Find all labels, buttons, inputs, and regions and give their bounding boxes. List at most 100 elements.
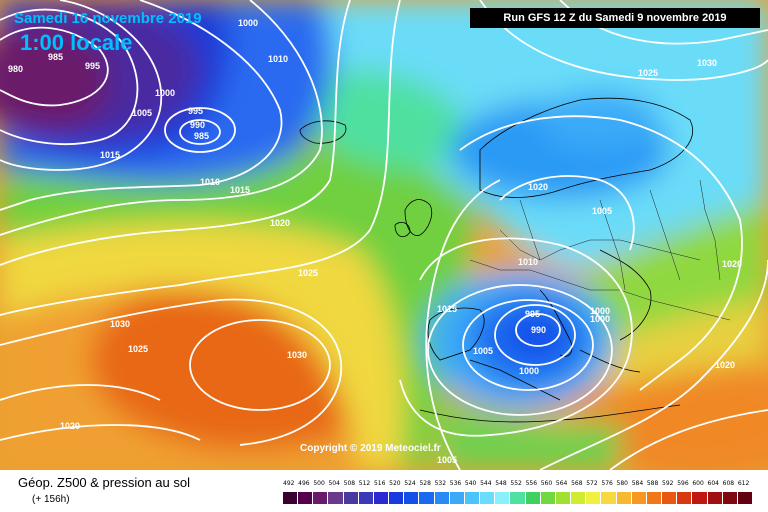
scale-swatch [358, 492, 373, 504]
scale-label: 564 [555, 480, 568, 487]
isobar-label: 1015 [437, 304, 457, 314]
copyright-notice: Copyright © 2019 Meteociel.fr [300, 443, 441, 454]
isobar-label: 1020 [270, 218, 290, 228]
scale-swatch [480, 492, 495, 504]
isobar-label: 1020 [715, 360, 735, 370]
isobar-label: 995 [525, 309, 540, 319]
isobar-label: 1005 [132, 108, 152, 118]
scale-label: 588 [646, 480, 659, 487]
scale-label: 560 [540, 480, 553, 487]
scale-label: 504 [328, 480, 340, 487]
scale-label: 572 [586, 480, 598, 487]
isobar-label: 985 [48, 52, 63, 62]
scale-label: 524 [404, 480, 416, 487]
isobar-label: 990 [190, 120, 205, 130]
scale-swatch [586, 492, 601, 504]
scale-label: 604 [707, 480, 719, 487]
scale-swatch [495, 492, 510, 504]
scale-swatch [601, 492, 616, 504]
forecast-lead-time: (+ 156h) [32, 494, 70, 505]
model-run-info: Run GFS 12 Z du Samedi 9 novembre 2019 [470, 8, 760, 28]
scale-label: 556 [525, 480, 538, 487]
legend-footer: Géop. Z500 & pression au sol (+ 156h) 49… [0, 470, 768, 512]
scale-label: 512 [358, 480, 371, 487]
scale-swatch [555, 492, 571, 504]
scale-label: 608 [722, 480, 735, 487]
isobar-label: 995 [85, 61, 100, 71]
scale-label: 584 [631, 480, 644, 487]
scale-swatch [434, 492, 449, 504]
scale-swatch [692, 492, 707, 504]
isobar-label: 1005 [473, 346, 493, 356]
scale-swatch [343, 492, 358, 504]
scale-swatch [404, 492, 419, 504]
isobar-label: 980 [8, 64, 23, 74]
isobar-label: 1015 [100, 150, 120, 160]
isobar-label: 1020 [722, 259, 742, 269]
scale-label: 552 [510, 480, 522, 487]
isobar-label: 1025 [298, 268, 318, 278]
scale-swatch [298, 492, 313, 504]
legend-title: Géop. Z500 & pression au sol [18, 475, 190, 490]
isobar-lines [0, 0, 768, 470]
scale-swatch [510, 492, 525, 504]
scale-label: 520 [389, 480, 401, 487]
scale-swatch [631, 492, 646, 504]
scale-swatch [449, 492, 464, 504]
scale-swatch [722, 492, 737, 504]
isobar-label: 1000 [590, 314, 610, 324]
isobar-label: 985 [194, 131, 209, 141]
scale-label: 548 [495, 480, 507, 487]
scale-swatch [707, 492, 722, 504]
scale-swatch [313, 492, 328, 504]
scale-label: 516 [373, 480, 386, 487]
scale-label: 536 [449, 480, 462, 487]
scale-label: 612 [737, 480, 750, 487]
isobar-label: 1000 [238, 18, 258, 28]
scale-label: 528 [419, 480, 431, 487]
scale-label: 500 [313, 480, 325, 487]
isobar-label: 1000 [155, 88, 175, 98]
isobar-label: 1025 [638, 68, 658, 78]
scale-label: 540 [464, 480, 477, 487]
forecast-time-title: 1:00 locale [20, 30, 133, 55]
isobar-label: 1020 [528, 182, 548, 192]
forecast-date-title: Samedi 16 novembre 2019 [14, 10, 202, 27]
isobar-label: 1000 [590, 306, 610, 316]
scale-swatch [389, 492, 404, 504]
scale-swatch [646, 492, 662, 504]
isobar-label: 1005 [592, 206, 612, 216]
isobar-label: 995 [188, 106, 203, 116]
scale-label: 496 [298, 480, 310, 487]
z500-color-field [0, 0, 768, 470]
scale-label: 544 [480, 480, 492, 487]
isobar-label: 1010 [200, 177, 220, 187]
isobar-label: 1030 [110, 319, 130, 329]
scale-swatch [328, 492, 343, 504]
scale-label: 596 [677, 480, 689, 487]
z500-color-scale: 492 496 500 504 508 512 516 520 524 528 532 536 540 5… [283, 480, 753, 506]
scale-label: 592 [662, 480, 674, 487]
scale-label: 568 [571, 480, 583, 487]
scale-swatch [677, 492, 692, 504]
isobar-label: 1030 [287, 350, 307, 360]
scale-swatch [662, 492, 677, 504]
isobar-label: 1015 [230, 185, 250, 195]
scale-swatch [737, 492, 752, 504]
scale-swatch [616, 492, 631, 504]
scale-swatch [283, 492, 298, 504]
scale-swatch [540, 492, 555, 504]
scale-swatch [419, 492, 434, 504]
scale-label: 600 [692, 480, 704, 487]
scale-swatch [464, 492, 480, 504]
isobar-label: 990 [531, 325, 546, 335]
scale-label: 492 [283, 480, 295, 487]
isobar-label: 1010 [518, 257, 538, 267]
isobar-label: 1020 [60, 421, 80, 431]
isobar-label: 1025 [128, 344, 148, 354]
scale-label: 532 [434, 480, 447, 487]
scale-label: 508 [343, 480, 356, 487]
